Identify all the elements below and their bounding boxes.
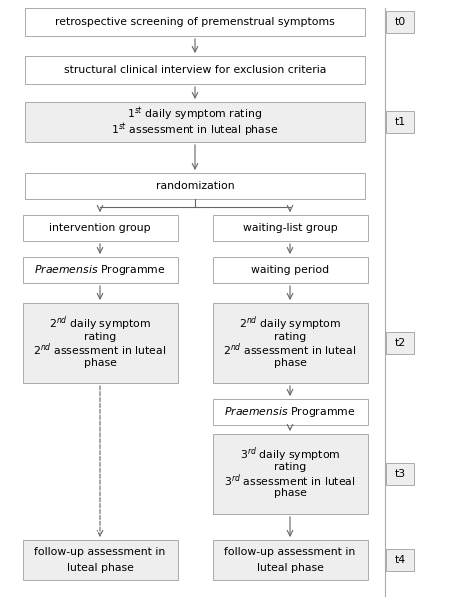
Text: intervention group: intervention group <box>49 223 151 233</box>
FancyBboxPatch shape <box>22 257 177 283</box>
Text: 2$^{nd}$ daily symptom: 2$^{nd}$ daily symptom <box>239 314 341 333</box>
FancyBboxPatch shape <box>212 434 367 514</box>
FancyBboxPatch shape <box>25 56 365 84</box>
Text: t1: t1 <box>395 117 406 127</box>
Text: 1$^{st}$ daily symptom rating: 1$^{st}$ daily symptom rating <box>127 105 263 123</box>
Text: rating: rating <box>274 463 306 472</box>
Text: randomization: randomization <box>156 181 234 191</box>
Text: t0: t0 <box>395 17 406 27</box>
Text: 2$^{nd}$ assessment in luteal: 2$^{nd}$ assessment in luteal <box>223 341 357 358</box>
FancyBboxPatch shape <box>25 8 365 36</box>
Text: phase: phase <box>274 358 307 367</box>
FancyBboxPatch shape <box>22 303 177 383</box>
FancyBboxPatch shape <box>386 549 414 571</box>
Text: luteal phase: luteal phase <box>66 563 133 573</box>
Text: $\it{Praemensis}$ Programme: $\it{Praemensis}$ Programme <box>34 263 166 277</box>
Text: luteal phase: luteal phase <box>256 563 323 573</box>
Text: 2$^{nd}$ daily symptom: 2$^{nd}$ daily symptom <box>49 314 151 333</box>
FancyBboxPatch shape <box>386 11 414 33</box>
FancyBboxPatch shape <box>212 303 367 383</box>
Text: retrospective screening of premenstrual symptoms: retrospective screening of premenstrual … <box>55 17 335 27</box>
Text: t2: t2 <box>395 338 406 348</box>
FancyBboxPatch shape <box>212 215 367 241</box>
Text: phase: phase <box>84 358 117 367</box>
FancyBboxPatch shape <box>22 540 177 580</box>
FancyBboxPatch shape <box>212 399 367 425</box>
Text: follow-up assessment in: follow-up assessment in <box>224 547 356 557</box>
Text: 3$^{rd}$ assessment in luteal: 3$^{rd}$ assessment in luteal <box>224 472 356 489</box>
Text: $\it{Praemensis}$ Programme: $\it{Praemensis}$ Programme <box>224 405 356 419</box>
Text: follow-up assessment in: follow-up assessment in <box>34 547 166 557</box>
Text: rating: rating <box>274 332 306 341</box>
Text: 1$^{st}$ assessment in luteal phase: 1$^{st}$ assessment in luteal phase <box>111 121 278 139</box>
FancyBboxPatch shape <box>386 463 414 485</box>
FancyBboxPatch shape <box>25 102 365 142</box>
Text: t3: t3 <box>395 469 406 479</box>
FancyBboxPatch shape <box>212 257 367 283</box>
FancyBboxPatch shape <box>22 215 177 241</box>
Text: structural clinical interview for exclusion criteria: structural clinical interview for exclus… <box>64 65 326 75</box>
FancyBboxPatch shape <box>386 332 414 354</box>
FancyBboxPatch shape <box>25 173 365 199</box>
FancyBboxPatch shape <box>212 540 367 580</box>
FancyBboxPatch shape <box>386 111 414 133</box>
Text: waiting-list group: waiting-list group <box>242 223 337 233</box>
Text: phase: phase <box>274 489 307 498</box>
Text: 3$^{rd}$ daily symptom: 3$^{rd}$ daily symptom <box>240 445 340 464</box>
Text: t4: t4 <box>395 555 406 565</box>
Text: 2$^{nd}$ assessment in luteal: 2$^{nd}$ assessment in luteal <box>33 341 167 358</box>
Text: rating: rating <box>84 332 116 341</box>
Text: waiting period: waiting period <box>251 265 329 275</box>
